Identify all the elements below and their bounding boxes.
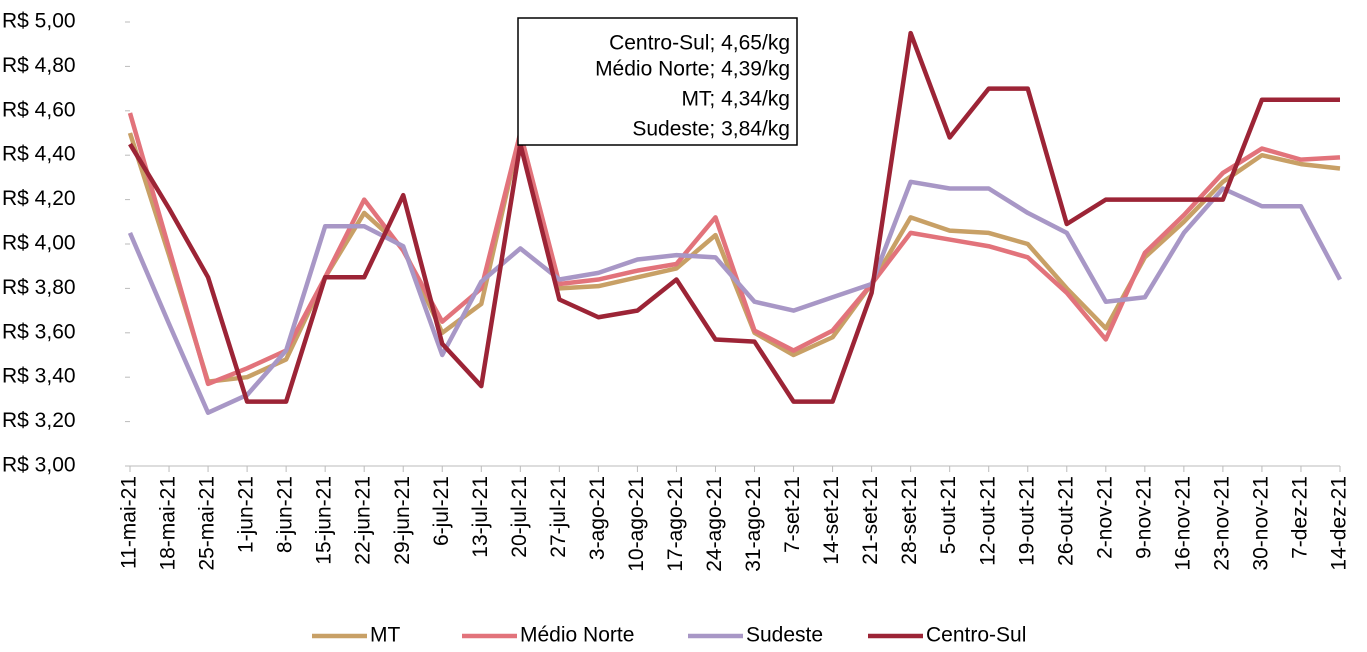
x-tick-label: 22-jun-21 [352,476,375,565]
annotation: Sudeste; 3,84/kg [632,118,790,141]
x-tick-label: 30-nov-21 [1249,476,1272,571]
x-tick-label: 7-dez-21 [1289,476,1312,559]
x-tick-label: 23-nov-21 [1210,476,1233,571]
x-tick-label: 2-nov-21 [1093,476,1116,559]
series-line [127,112,1341,387]
x-tick-label: 7-set-21 [781,476,804,553]
legend-label: MT [370,624,400,647]
x-tick-label: 27-jul-21 [547,476,570,558]
legend-label: Médio Norte [520,624,634,647]
y-tick-label: R$ 3,40 [2,365,76,388]
y-tick-label: R$ 3,80 [2,276,76,299]
y-tick-label: R$ 4,80 [2,54,76,77]
x-tick-label: 15-jun-21 [313,476,336,565]
series-line [127,179,1342,415]
x-tick-label: 16-nov-21 [1171,476,1194,571]
x-tick-label: 10-ago-21 [625,476,648,572]
y-tick-label: R$ 4,60 [2,98,76,121]
series-line [128,30,1340,404]
y-tick-label: R$ 5,00 [2,10,76,33]
x-tick-label: 11-mai-21 [118,476,141,569]
x-tick-label: 19-out-21 [1015,476,1038,566]
x-tick-label: 1-jun-21 [235,476,258,553]
x-tick-label: 12-out-21 [976,476,999,566]
annotation: Médio Norte; 4,39/kg [595,58,790,81]
x-tick-label: 14-set-21 [820,476,843,565]
x-tick-label: 8-jun-21 [274,476,297,553]
x-tick-label: 3-ago-21 [586,476,609,560]
x-tick-label: 29-jun-21 [391,476,414,565]
y-tick-label: R$ 4,00 [2,232,76,255]
x-tick-label: 13-jul-21 [469,476,492,558]
annotation-box [517,17,798,146]
y-tick-label: R$ 3,00 [2,454,76,477]
x-tick-label: 31-ago-21 [742,476,765,572]
y-tick-label: R$ 4,40 [2,143,76,166]
x-tick-label: 26-out-21 [1054,476,1077,566]
y-tick-label: R$ 4,20 [2,187,76,210]
series-line [127,130,1341,384]
x-tick-label: 9-nov-21 [1132,476,1155,559]
y-tick-label: R$ 3,20 [2,409,76,432]
annotation: MT; 4,34/kg [681,88,790,111]
x-tick-label: 6-jul-21 [430,476,453,546]
x-tick-label: 20-jul-21 [508,476,531,558]
x-tick-label: 17-ago-21 [664,476,687,572]
x-tick-label: 21-set-21 [859,476,882,565]
x-tick-label: 18-mai-21 [157,476,180,571]
x-tick-label: 14-dez-21 [1328,476,1351,571]
annotation: Centro-Sul; 4,65/kg [609,32,790,55]
x-tick-label: 28-set-21 [898,476,921,565]
x-tick-label: 24-ago-21 [703,476,726,572]
legend-label: Sudeste [746,624,823,647]
x-tick-label: 5-out-21 [937,476,960,554]
x-tick-label: 25-mai-21 [196,476,219,571]
y-tick-label: R$ 3,60 [2,320,76,343]
legend-label: Centro-Sul [926,624,1026,647]
